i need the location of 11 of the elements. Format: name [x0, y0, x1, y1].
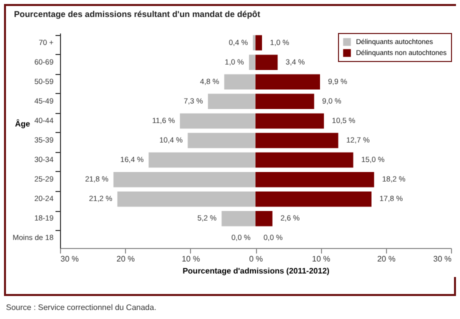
y-axis-title: Âge: [14, 118, 31, 128]
x-tick-label: 20 %: [377, 254, 396, 264]
x-axis-title: Pourcentage d'admissions (2011-2012): [182, 266, 330, 276]
x-tick-label: 30 %: [433, 254, 452, 264]
x-tick-label: 10 %: [182, 254, 200, 264]
chart-title: Pourcentage des admissions résultant d'un mandat de dépôt: [14, 9, 260, 19]
x-tick-label: 0 %: [249, 254, 263, 264]
x-tick-label: 30 %: [60, 254, 79, 264]
source-note: Source : Service correctionnel du Canada.: [6, 303, 156, 312]
x-tick-label: 20 %: [116, 254, 135, 264]
x-tick-label: 10 %: [312, 254, 330, 264]
